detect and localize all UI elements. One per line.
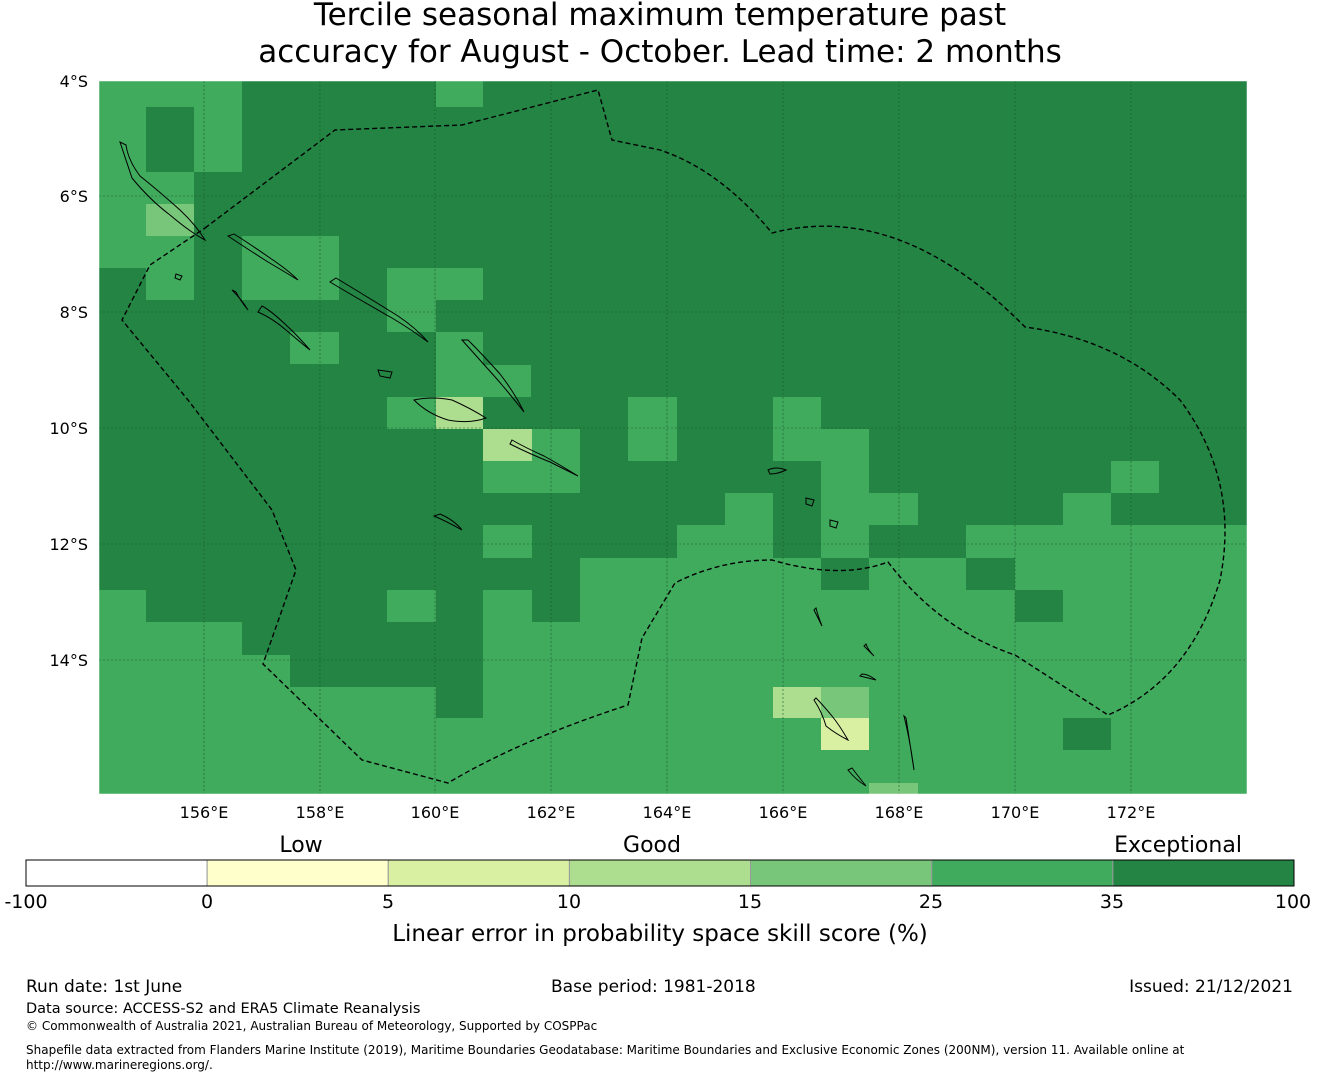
lat-label-10s: 10°S (49, 419, 88, 438)
colorbar-tick-35: 35 (1100, 891, 1124, 913)
colorbar-label-low: Low (279, 833, 322, 858)
data-source: Data source: ACCESS-S2 and ERA5 Climate … (26, 1001, 421, 1017)
skill-cells-35-100 (146, 107, 1111, 750)
copyright: © Commonwealth of Australia 2021, Austra… (26, 1019, 598, 1033)
colorbar-tick-25: 25 (919, 891, 943, 913)
lon-label-160e: 160°E (411, 803, 460, 822)
lon-label-166e: 166°E (759, 803, 808, 822)
islands (119, 141, 915, 787)
colorbar-segment (206, 859, 389, 887)
colorbar-tick-10: 10 (557, 891, 581, 913)
run-date: Run date: 1st June (26, 977, 183, 997)
colorbar (25, 859, 1295, 887)
small-island-c (377, 369, 393, 379)
colorbar-segment (25, 859, 208, 887)
lon-labels: 156°E 158°E 160°E 162°E 164°E 166°E 168°… (180, 803, 1156, 822)
lon-label-170e: 170°E (991, 803, 1040, 822)
colorbar-border (25, 859, 1295, 887)
graticule (99, 81, 1247, 794)
colorbar-tick-15: 15 (738, 891, 762, 913)
banks-islands (863, 643, 875, 657)
santa-isabel-island (329, 277, 429, 343)
torres-islands (813, 607, 823, 627)
lon-label-162e: 162°E (527, 803, 576, 822)
chart-title-line1: Tercile seasonal maximum temperature pas… (313, 0, 1007, 33)
colorbar-title: Linear error in probability space skill … (392, 921, 928, 947)
small-island-e (829, 519, 839, 529)
makira-island (509, 439, 579, 477)
new-georgia-islands (257, 305, 311, 351)
lat-labels: 4°S 6°S 8°S 10°S 12°S 14°S (49, 72, 88, 670)
malaita-island (460, 339, 525, 413)
guadalcanal-island (413, 397, 488, 423)
base-period: Base period: 1981-2018 (551, 977, 756, 997)
colorbar-segment (1112, 859, 1295, 887)
colorbar-label-exceptional: Exceptional (1114, 833, 1242, 858)
colorbar-tick-0: 0 (201, 891, 213, 913)
colorbar-segment (387, 859, 570, 887)
lon-label-168e: 168°E (875, 803, 924, 822)
skill-cells-10-15 (436, 397, 821, 718)
colorbar-segment (568, 859, 752, 887)
lon-label-156e: 156°E (180, 803, 229, 822)
lon-label-158e: 158°E (296, 803, 345, 822)
colorbar-tick-5: 5 (382, 891, 394, 913)
lat-label-14s: 14°S (49, 651, 88, 670)
issued-date: Issued: 21/12/2021 (1129, 977, 1293, 997)
colorbar-segment (931, 859, 1114, 887)
temotu-islands (767, 467, 788, 475)
shapefile-credit: Shapefile data extracted from Flanders M… (26, 1043, 1185, 1072)
lon-label-172e: 172°E (1107, 803, 1156, 822)
lat-label-4s: 4°S (60, 72, 88, 91)
eez-boundary (121, 89, 1226, 784)
colorbar-tick-neg100: -100 (4, 891, 47, 913)
small-island-d (805, 497, 815, 507)
small-island-b (231, 289, 249, 311)
vanuatu-malakula (847, 767, 867, 787)
choiseul-island (226, 233, 299, 281)
lat-label-8s: 8°S (60, 303, 88, 322)
vanuatu-ambae (859, 673, 877, 681)
small-island-a (174, 273, 183, 281)
lat-label-6s: 6°S (60, 187, 88, 206)
colorbar-tick-100: 100 (1275, 891, 1311, 913)
vanuatu-pentecost (903, 714, 915, 771)
vanuatu-espiritu-santo (813, 697, 850, 742)
map-frame (98, 80, 1248, 795)
bougainville-island (119, 141, 207, 242)
rennell-island (432, 513, 463, 531)
chart-title-line2: accuracy for August - October. Lead time… (258, 34, 1062, 70)
colorbar-segment (750, 859, 933, 887)
colorbar-ticks: -100 0 5 10 15 25 35 100 (4, 891, 1311, 913)
lon-label-164e: 164°E (643, 803, 692, 822)
colorbar-label-good: Good (623, 833, 681, 858)
lat-label-12s: 12°S (49, 535, 88, 554)
